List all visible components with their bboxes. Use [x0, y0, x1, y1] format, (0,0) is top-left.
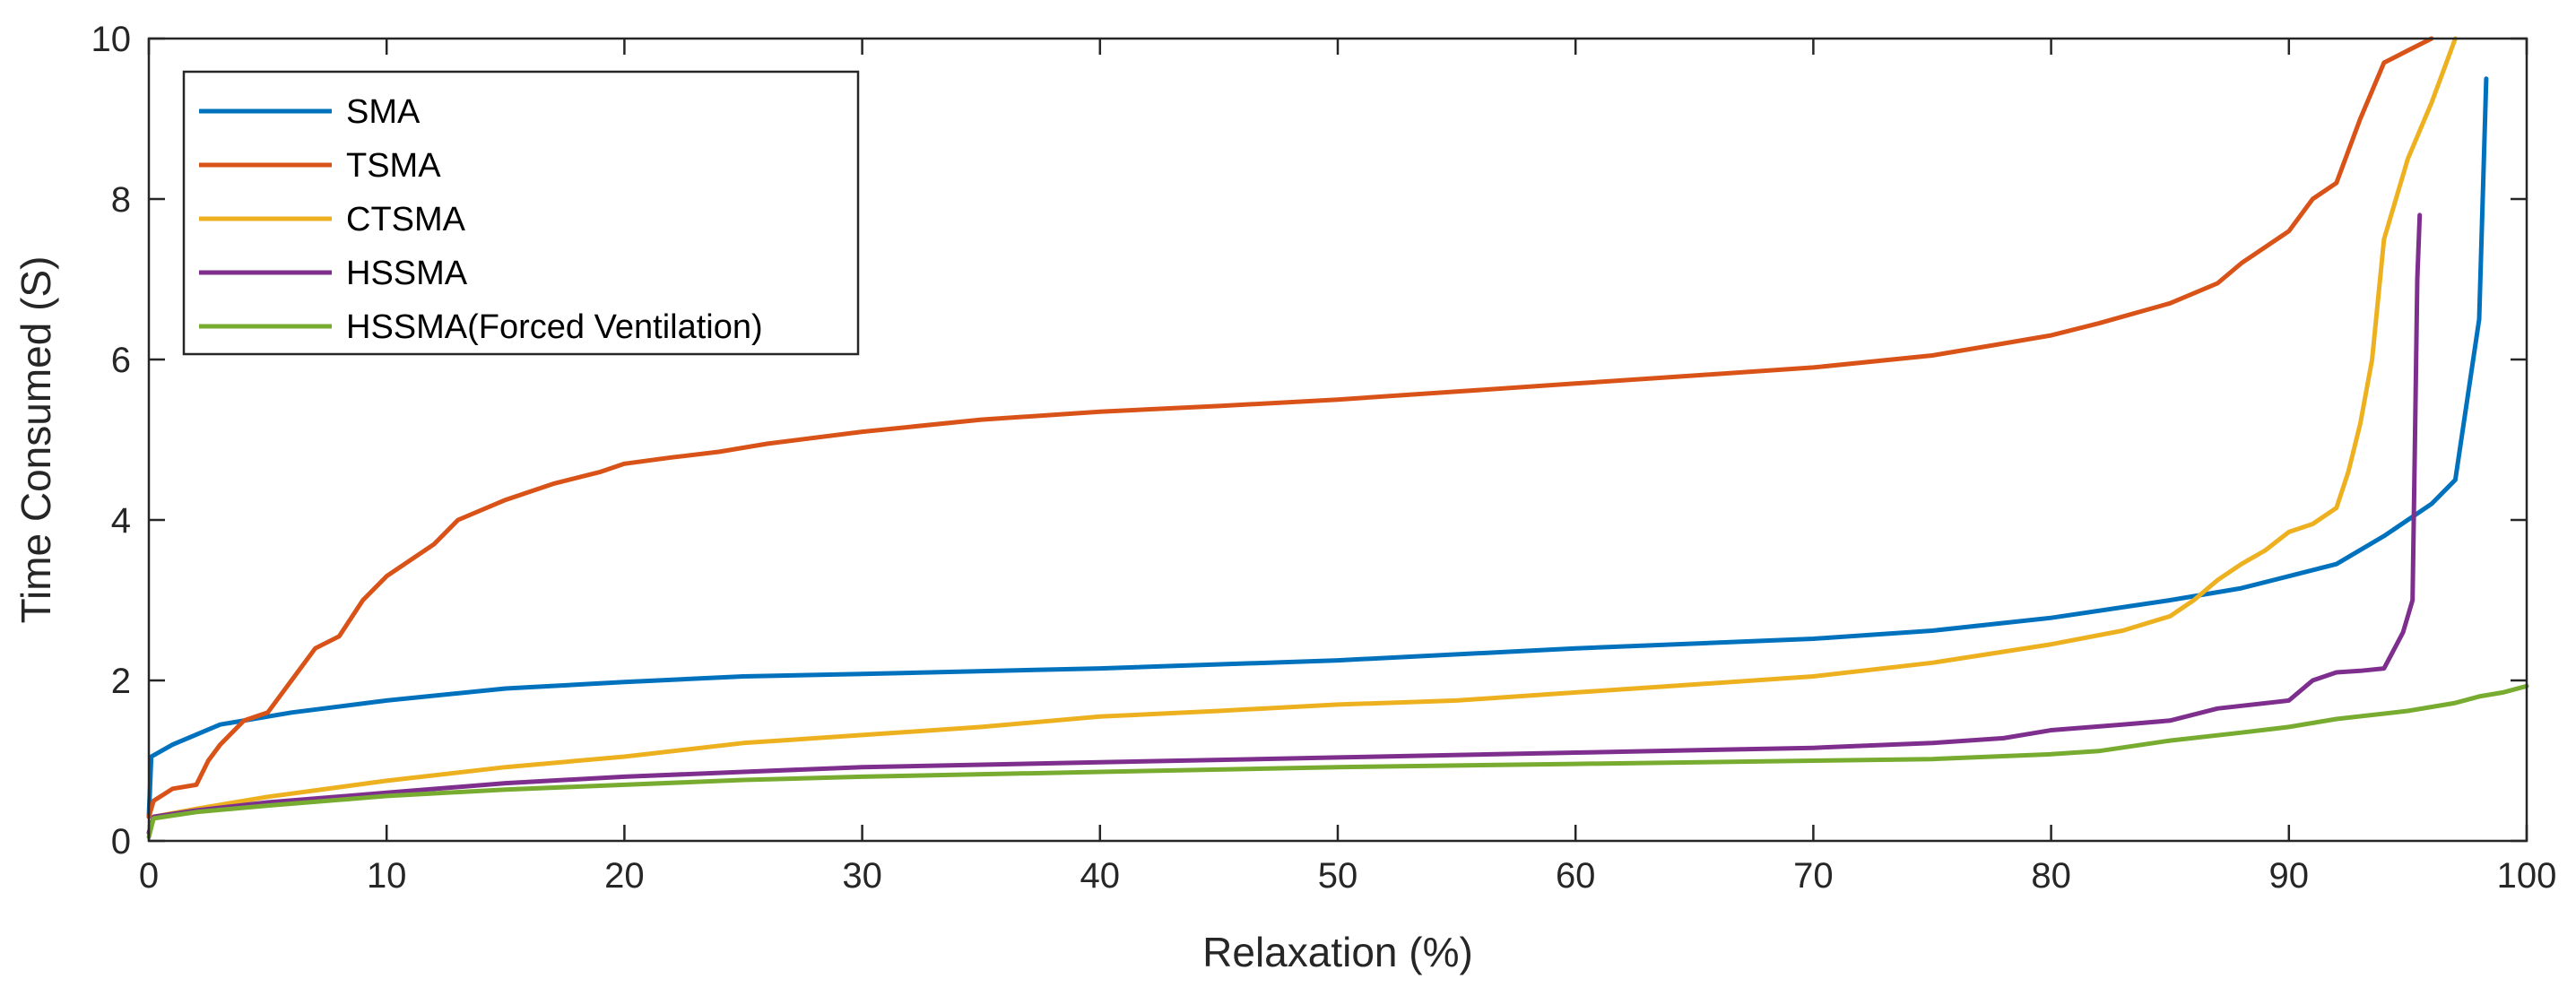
series-line-4 — [146, 212, 2423, 836]
x-tick-label: 40 — [1080, 856, 1121, 896]
legend-label-4: HSSMA — [346, 255, 468, 292]
y-axis-title: Time Consumed (S) — [13, 256, 59, 624]
legend-label-2: TSMA — [346, 147, 441, 185]
x-tick-label: 20 — [604, 856, 645, 896]
x-tick-label: 70 — [1793, 856, 1834, 896]
x-tick-label: 80 — [2031, 856, 2071, 896]
legend-label-1: SMA — [346, 93, 421, 131]
legend-label-3: CTSMA — [346, 201, 466, 238]
y-tick-label: 8 — [111, 180, 131, 220]
series-line-1 — [146, 76, 2489, 819]
y-tick-label: 2 — [111, 662, 131, 701]
x-axis-title: Relaxation (%) — [1202, 929, 1473, 975]
y-tick-label: 10 — [91, 20, 132, 59]
series-line-5 — [146, 683, 2529, 839]
x-tick-label: 100 — [2497, 856, 2557, 896]
x-tick-label: 30 — [842, 856, 882, 896]
x-tick-label: 60 — [1556, 856, 1596, 896]
legend: SMA TSMA CTSMA HSSMA HSSMA(Forced Ventilatio… — [182, 70, 860, 356]
y-tick-label: 6 — [111, 341, 131, 380]
axis-ticks: 0 10 20 30 40 50 60 70 80 90 100 0 2 4 6 8 10 — [91, 20, 2557, 896]
legend-box — [182, 70, 860, 356]
x-tick-label: 90 — [2269, 856, 2310, 896]
legend-items: SMA TSMA CTSMA HSSMA HSSMA(Forced Ventilatio… — [199, 93, 763, 346]
legend-label-5: HSSMA(Forced Ventilation) — [346, 308, 763, 346]
series-layer — [146, 36, 2529, 839]
x-tick-label: 10 — [367, 856, 407, 896]
y-tick-label: 4 — [111, 501, 131, 541]
x-tick-label: 0 — [139, 856, 159, 896]
series-line-3 — [146, 36, 2458, 836]
series-line-2 — [146, 36, 2434, 819]
y-tick-label: 0 — [111, 822, 131, 862]
x-tick-label: 50 — [1318, 856, 1358, 896]
